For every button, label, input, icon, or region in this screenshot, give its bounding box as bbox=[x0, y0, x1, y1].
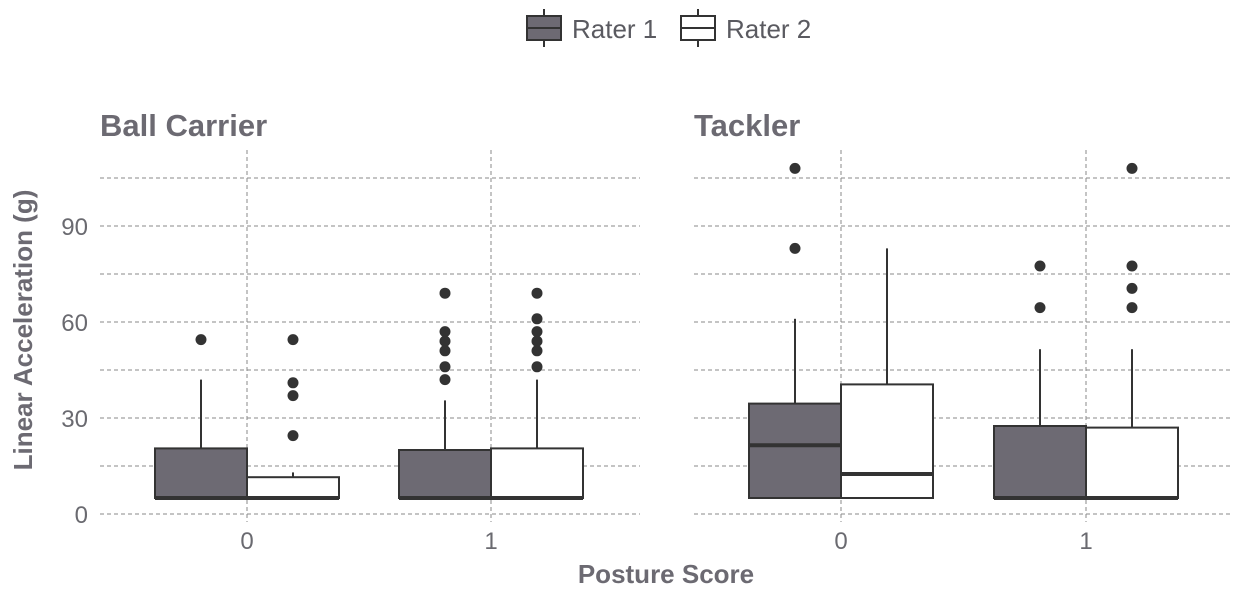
outlier-point bbox=[439, 335, 451, 347]
x-tick-label: 1 bbox=[484, 528, 497, 555]
box-plot bbox=[246, 334, 340, 500]
y-tick-label: 0 bbox=[75, 502, 88, 529]
iqr-box bbox=[748, 402, 842, 500]
x-tick-label: 0 bbox=[834, 528, 847, 555]
legend-label: Rater 1 bbox=[572, 14, 657, 44]
box-plot bbox=[1085, 162, 1179, 500]
outlier-point bbox=[531, 335, 543, 347]
outlier-point bbox=[1034, 302, 1046, 314]
outlier-point bbox=[531, 313, 543, 325]
outlier-point bbox=[1034, 260, 1046, 272]
outlier-point bbox=[789, 242, 801, 254]
legend: Rater 1 Rater 2 bbox=[526, 9, 811, 47]
facet-title: Ball Carrier bbox=[100, 108, 267, 143]
x-tick-label: 1 bbox=[1079, 528, 1092, 555]
iqr-box bbox=[993, 425, 1087, 499]
facet-panels: Ball Carrier 0 30 60 90 0 1 Tackler 0 1 bbox=[61, 108, 1230, 555]
outlier-point bbox=[439, 374, 451, 386]
facet-panel: Ball Carrier 0 30 60 90 0 1 bbox=[61, 108, 640, 555]
iqr-box bbox=[154, 447, 248, 499]
y-tick-label: 30 bbox=[61, 406, 88, 433]
box-plot bbox=[993, 260, 1087, 500]
iqr-box bbox=[1085, 426, 1179, 500]
outlier-point bbox=[439, 326, 451, 338]
outlier-point bbox=[439, 345, 451, 357]
outlier-point bbox=[531, 345, 543, 357]
legend-label: Rater 2 bbox=[726, 14, 811, 44]
outlier-point bbox=[287, 377, 299, 389]
outlier-point bbox=[1126, 302, 1138, 314]
box-plot bbox=[154, 334, 248, 500]
iqr-box bbox=[246, 476, 340, 500]
y-axis-title: Linear Acceleration (g) bbox=[8, 190, 38, 471]
y-tick-label: 60 bbox=[61, 310, 88, 337]
outlier-point bbox=[287, 334, 299, 346]
legend-item: Rater 1 bbox=[526, 9, 657, 47]
outlier-point bbox=[1126, 162, 1138, 174]
outlier-point bbox=[439, 287, 451, 299]
legend-item: Rater 2 bbox=[680, 9, 811, 47]
box-plot bbox=[490, 287, 584, 500]
box-plot bbox=[748, 162, 842, 500]
iqr-box bbox=[840, 383, 934, 499]
iqr-box bbox=[398, 449, 492, 499]
outlier-point bbox=[531, 287, 543, 299]
y-tick-label: 90 bbox=[61, 214, 88, 241]
x-tick-label: 0 bbox=[240, 528, 253, 555]
outlier-point bbox=[1126, 260, 1138, 272]
outlier-point bbox=[1126, 282, 1138, 294]
box-plot bbox=[398, 287, 492, 500]
x-axis-title: Posture Score bbox=[578, 559, 754, 589]
facet-title: Tackler bbox=[694, 108, 800, 143]
outlier-point bbox=[287, 390, 299, 402]
outlier-point bbox=[195, 334, 207, 346]
box-plot bbox=[840, 248, 934, 499]
outlier-point bbox=[531, 326, 543, 338]
outlier-point bbox=[789, 162, 801, 174]
iqr-box bbox=[490, 447, 584, 499]
outlier-point bbox=[531, 361, 543, 373]
outlier-point bbox=[439, 361, 451, 373]
outlier-point bbox=[287, 430, 299, 442]
facet-panel: Tackler 0 1 bbox=[694, 108, 1230, 555]
